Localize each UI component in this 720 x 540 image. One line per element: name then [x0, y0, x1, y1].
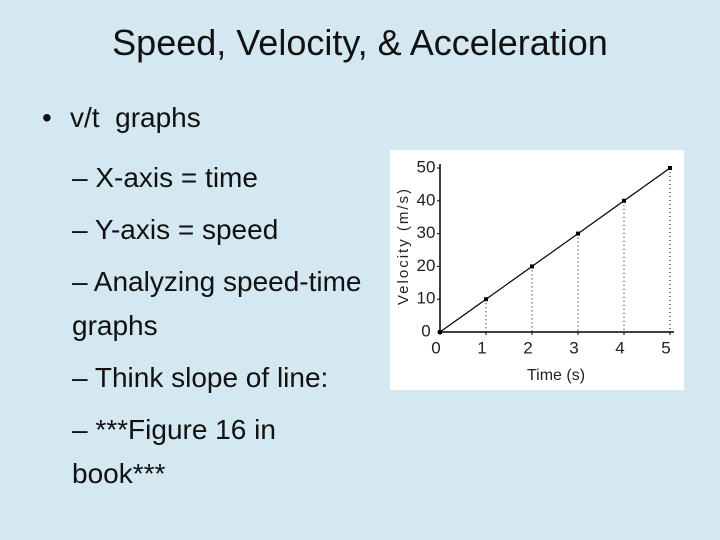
x-tick-label: 0 [431, 338, 440, 357]
y-tick-label: 50 [417, 157, 436, 176]
x-tick-label: 2 [523, 338, 532, 357]
y-tick-label: 10 [417, 289, 436, 308]
x-tick-label: 5 [661, 338, 670, 357]
x-tick-label: 3 [569, 338, 578, 357]
x-tick-label: 4 [615, 338, 624, 357]
y-tick-label: 40 [417, 190, 436, 209]
data-point [668, 166, 672, 170]
sub-item: – X-axis = time [72, 162, 258, 193]
sub-item: – Y-axis = speed [72, 214, 279, 245]
x-tick-label: 1 [477, 338, 486, 357]
bullet-text: v/t graphs [70, 102, 201, 133]
chart: 0 10 20 30 40 50 0 1 2 3 4 5 Time (s) Velocity (m/s) [390, 150, 684, 390]
data-point [576, 231, 580, 236]
data-line [439, 167, 671, 333]
y-tick-label: 30 [417, 223, 436, 242]
data-point [530, 264, 534, 269]
sub-item: – ***Figure 16 in book*** [72, 414, 276, 489]
data-point [438, 330, 442, 334]
bullet-dot: • [42, 102, 52, 133]
chart-background [390, 150, 684, 390]
sub-item: – Think slope of line: [72, 362, 329, 393]
sub-items: – X-axis = time – Y-axis = speed – Analyzi… [72, 148, 372, 496]
sub-item: – Analyzing speed-time graphs [72, 266, 362, 341]
data-point [484, 297, 488, 302]
x-axis-label: Time (s) [527, 367, 585, 384]
y-axis-label: Velocity (m/s) [395, 187, 412, 305]
y-tick-label: 0 [421, 321, 430, 340]
data-point [622, 198, 626, 203]
y-tick-label: 20 [417, 256, 436, 275]
slide-title: Speed, Velocity, & Acceleration [112, 22, 608, 63]
